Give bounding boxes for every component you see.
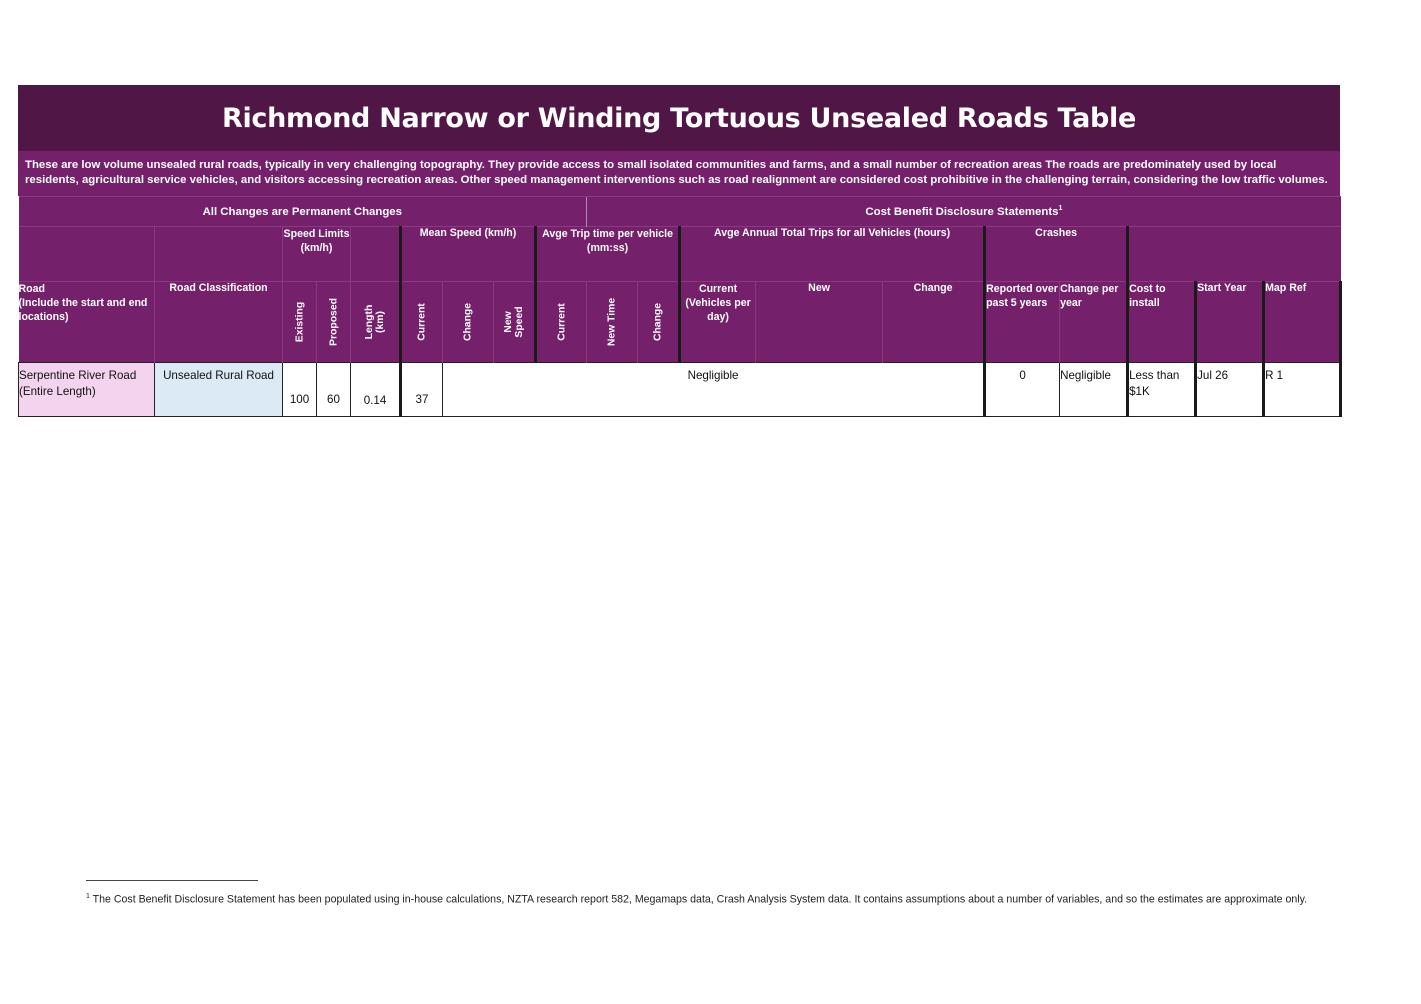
group-annual-trips: Avge Annual Total Trips for all Vehicles… — [678, 226, 985, 282]
col-trip-new-time: New Time — [586, 281, 638, 363]
col-length-label: Length (km) — [364, 305, 386, 340]
column-header-row: Road (Include the start and end location… — [18, 281, 1343, 363]
col-trip-current-label: Current — [556, 303, 568, 341]
col-road-subtitle: (Include the start and end locations) — [18, 297, 148, 323]
roads-table: All Changes are Permanent Changes Cost B… — [18, 196, 1343, 417]
group-speed-limits: Speed Limits (km/h) — [282, 226, 351, 282]
col-proposed-label: Proposed — [328, 298, 339, 346]
col-trips-change: Change — [882, 281, 985, 363]
col-trips-current: Current (Vehicles per day) — [678, 281, 756, 363]
cell-classification: Unsealed Rural Road — [154, 362, 283, 417]
cell-proposed: 60 — [316, 362, 351, 417]
cell-mean-current: 37 — [399, 362, 443, 417]
col-new-speed-label: New Speed — [503, 306, 525, 337]
cell-cost: Less than $1K — [1126, 362, 1196, 417]
col-mean-change-label: Change — [462, 302, 474, 342]
group-mean-speed: Mean Speed (km/h) — [399, 226, 536, 282]
cell-road: Serpentine River Road (Entire Length) — [18, 362, 155, 417]
group-header-row: Speed Limits (km/h) Mean Speed (km/h) Av… — [18, 226, 1341, 282]
col-trip-change-label: Change — [652, 302, 664, 342]
title-bar: Richmond Narrow or Winding Tortuous Unse… — [18, 85, 1340, 151]
page-title: Richmond Narrow or Winding Tortuous Unse… — [221, 102, 1136, 134]
col-trip-new-time-label: New Time — [606, 297, 618, 347]
col-road: Road (Include the start and end location… — [18, 281, 155, 363]
col-crashes-reported: Reported over past 5 years — [983, 281, 1060, 363]
cell-crashes-reported: 0 — [984, 362, 1060, 417]
group-blank-classification — [154, 226, 283, 282]
col-existing: Existing — [282, 281, 317, 363]
col-start-year: Start Year — [1194, 281, 1264, 363]
col-length-line2: (km) — [375, 311, 386, 333]
col-mean-change: Change — [442, 281, 494, 363]
section-cbds-label: Cost Benefit Disclosure Statements — [865, 205, 1059, 218]
col-map-ref: Map Ref — [1262, 281, 1343, 363]
col-road-classification: Road Classification — [154, 281, 283, 363]
group-trip-time: Avge Trip time per vehicle (mm:ss) — [533, 226, 680, 282]
col-trips-new: New — [755, 281, 883, 363]
roads-table-sheet: Richmond Narrow or Winding Tortuous Unse… — [18, 85, 1343, 417]
group-blank-tail — [1126, 226, 1341, 282]
col-length: Length (km) — [350, 281, 401, 363]
footnote-text: The Cost Benefit Disclosure Statement ha… — [92, 893, 1308, 906]
table-row: Serpentine River Road (Entire Length) Un… — [18, 362, 1343, 417]
footnote-divider — [86, 880, 258, 881]
col-trip-current: Current — [533, 281, 587, 363]
section-permanent-changes: All Changes are Permanent Changes — [18, 196, 587, 227]
cell-negligible-merged: Negligible — [441, 362, 987, 417]
cell-crashes-change: Negligible — [1059, 362, 1128, 417]
cell-map-ref: R 1 — [1262, 362, 1343, 417]
col-length-line1: Length — [364, 304, 375, 340]
col-road-title: Road — [18, 283, 45, 295]
cell-length: 0.14 — [350, 362, 401, 417]
section-cbds: Cost Benefit Disclosure Statements1 — [586, 196, 1341, 227]
section-header-row: All Changes are Permanent Changes Cost B… — [18, 196, 1341, 227]
col-mean-current: Current — [399, 281, 443, 363]
col-new-speed: New Speed — [493, 281, 536, 363]
group-blank-length — [350, 226, 401, 282]
description: These are low volume unsealed rural road… — [18, 151, 1340, 196]
col-new-speed-line1: New — [503, 311, 514, 333]
col-proposed: Proposed — [316, 281, 351, 363]
cell-existing: 100 — [282, 362, 317, 417]
col-mean-current-label: Current — [416, 303, 428, 341]
group-blank-road — [18, 226, 155, 282]
col-existing-label: Existing — [294, 301, 305, 343]
col-trip-change: Change — [637, 281, 680, 363]
col-new-speed-line2: Speed — [514, 306, 525, 338]
group-crashes: Crashes — [983, 226, 1128, 282]
col-cost: Cost to install — [1126, 281, 1196, 363]
col-crashes-change: Change per year — [1059, 281, 1128, 363]
footnote-number: 1 — [86, 893, 90, 900]
footnote-marker: 1 — [1058, 205, 1063, 213]
footnote: 1 The Cost Benefit Disclosure Statement … — [86, 889, 1326, 908]
cell-start-year: Jul 26 — [1194, 362, 1264, 417]
